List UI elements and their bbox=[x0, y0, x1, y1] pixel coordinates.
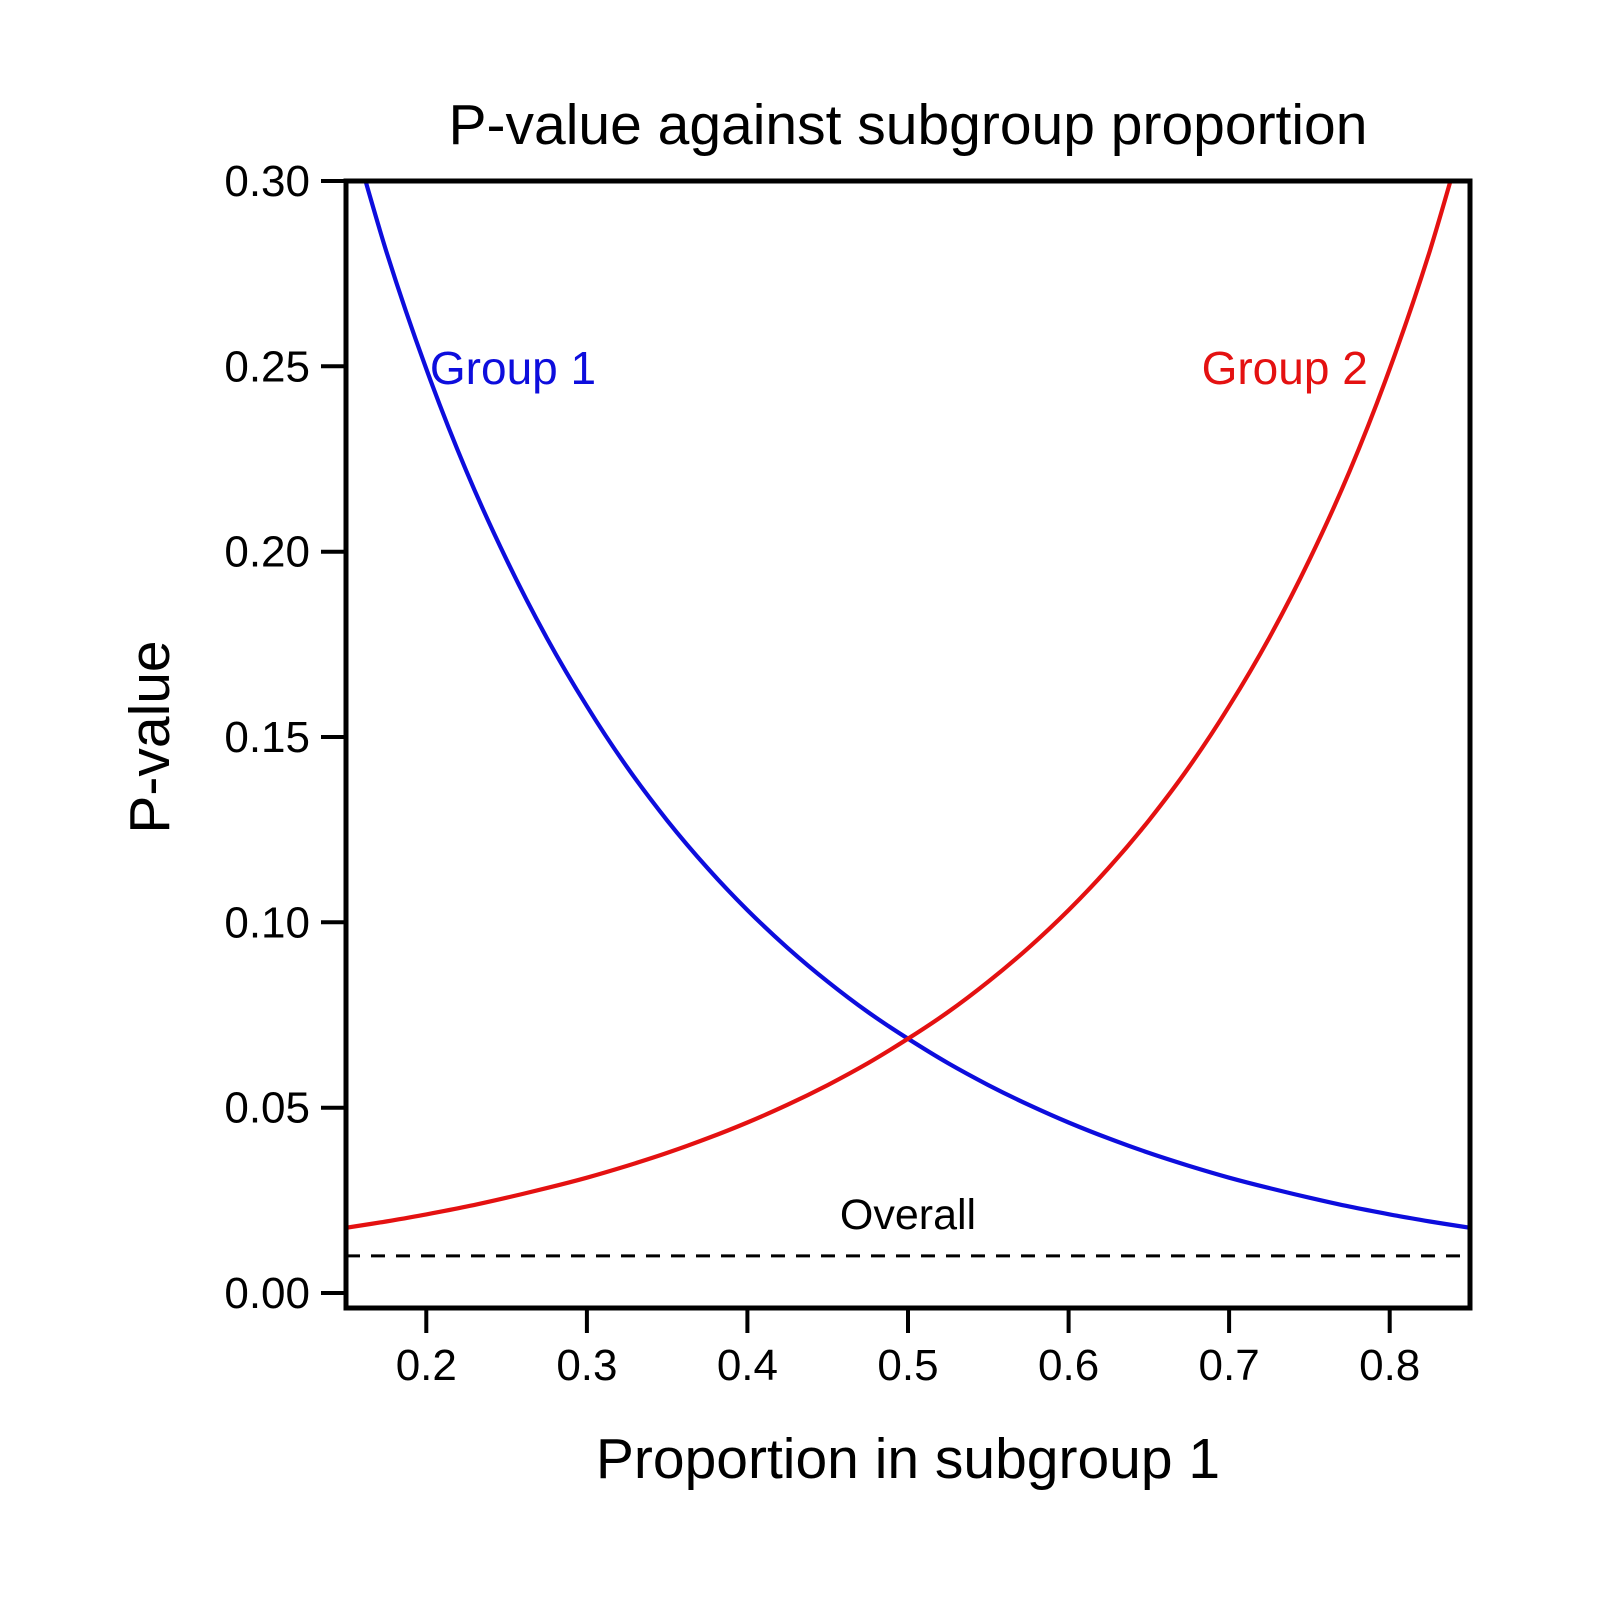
y-tick-label: 0.10 bbox=[224, 898, 310, 947]
x-axis-title: Proportion in subgroup 1 bbox=[595, 1427, 1221, 1491]
x-tick-label: 0.3 bbox=[556, 1341, 617, 1390]
x-tick-label: 0.5 bbox=[877, 1341, 938, 1390]
group-2-curve bbox=[346, 181, 1453, 1230]
x-tick-label: 0.2 bbox=[396, 1341, 457, 1390]
y-tick-label: 0.30 bbox=[224, 157, 310, 206]
y-tick-label: 0.20 bbox=[224, 528, 310, 577]
y-tick-label: 0.25 bbox=[224, 342, 310, 391]
series-label-group-2: Group 2 bbox=[1202, 342, 1368, 394]
x-tick-label: 0.8 bbox=[1359, 1341, 1420, 1390]
y-tick-label: 0.15 bbox=[224, 713, 310, 762]
chart-title: P-value against subgroup proportion bbox=[448, 93, 1368, 157]
x-tick-label: 0.6 bbox=[1038, 1341, 1099, 1390]
series-label-group-1: Group 1 bbox=[430, 342, 596, 394]
y-tick-label: 0.05 bbox=[224, 1084, 310, 1133]
series-label-overall: Overall bbox=[840, 1191, 976, 1239]
x-tick-label: 0.7 bbox=[1199, 1341, 1260, 1390]
group-1-curve bbox=[363, 181, 1470, 1230]
x-tick-label: 0.4 bbox=[717, 1341, 778, 1390]
y-tick-label: 0.00 bbox=[224, 1269, 310, 1318]
